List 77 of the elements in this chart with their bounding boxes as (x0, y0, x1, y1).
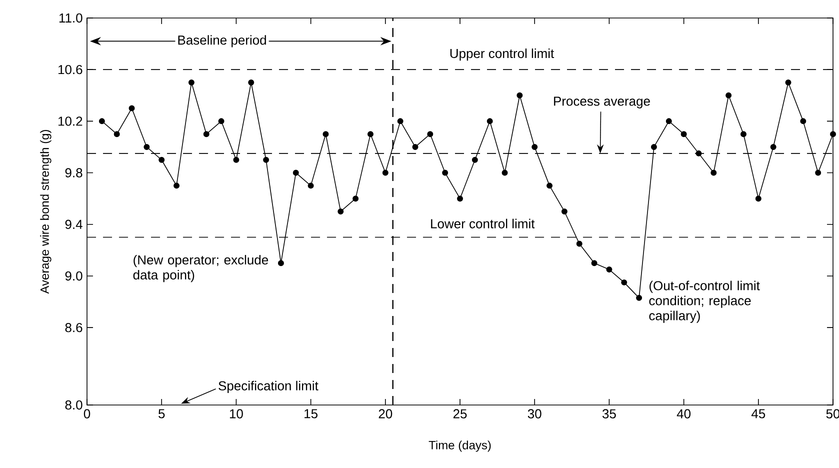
x-tick-label: 5 (158, 409, 165, 418)
point (740, 131, 746, 138)
point (606, 266, 612, 273)
x-tick-label: 20 (378, 409, 392, 418)
y-tick-label: 9.0 (65, 271, 82, 281)
point (278, 260, 284, 266)
point (397, 118, 404, 124)
y-tick-label: 9.4 (65, 220, 82, 229)
point (128, 105, 135, 112)
point (442, 170, 448, 176)
point (532, 144, 538, 150)
x-tick-label: 35 (602, 409, 616, 418)
point (457, 196, 464, 202)
point (427, 131, 434, 138)
ref-line-label: Process average (554, 96, 650, 108)
point (292, 170, 299, 176)
y-tick-label: 8.6 (65, 322, 82, 332)
point (322, 131, 329, 138)
point (248, 79, 254, 86)
point (203, 131, 210, 138)
annotation: Baseline period (178, 35, 266, 48)
point (830, 131, 836, 138)
y-axis-title: Average wire bond strength (g) (40, 130, 52, 294)
point (516, 92, 523, 98)
point (233, 156, 240, 163)
point (726, 92, 732, 98)
point (144, 144, 150, 150)
point (188, 79, 194, 86)
point (650, 144, 657, 150)
point (174, 182, 180, 189)
point (696, 150, 702, 156)
point (710, 170, 717, 176)
x-tick-label: 15 (304, 409, 318, 418)
point (98, 118, 105, 124)
point (576, 240, 582, 247)
x-tick-label: 45 (751, 409, 766, 418)
point (218, 118, 224, 124)
point (546, 182, 553, 189)
ref-line-label: Lower control limit (431, 218, 535, 228)
y-tick-label: 9.8 (65, 168, 82, 178)
point (263, 156, 270, 163)
x-tick-label: 30 (528, 409, 542, 418)
ref-line-label: Upper control limit (450, 48, 554, 61)
point (785, 79, 792, 86)
x-tick-label: 40 (676, 409, 691, 418)
point (308, 182, 314, 189)
point (561, 208, 568, 214)
point (591, 260, 598, 266)
y-tick-label: 11.0 (59, 13, 82, 23)
point (382, 170, 388, 176)
point (815, 170, 822, 176)
x-tick-label: 0 (84, 409, 90, 418)
point (486, 118, 493, 124)
point (472, 156, 478, 163)
point (666, 118, 672, 124)
x-tick-label: 10 (230, 409, 243, 418)
point (502, 170, 508, 176)
point (367, 131, 374, 138)
point (770, 144, 776, 150)
point (621, 279, 628, 286)
y-tick-label: 10.2 (58, 116, 82, 126)
y-tick-label: 8.0 (65, 400, 82, 410)
point (158, 156, 165, 163)
x-axis-title: Time (days) (428, 440, 491, 452)
y-tick-label: 10.6 (58, 64, 82, 74)
point (412, 144, 418, 150)
point (114, 131, 120, 138)
annotation: (New operator; exclude data point) (133, 254, 268, 282)
point (680, 131, 687, 138)
annotation: Specification limit (218, 380, 318, 393)
point (636, 294, 642, 301)
point (800, 118, 806, 124)
point (352, 196, 359, 202)
point (755, 196, 762, 202)
annotation: (Out-of-control limit condition; replace capillary) (649, 280, 760, 323)
point (338, 208, 344, 214)
x-tick-label: 25 (453, 409, 467, 418)
